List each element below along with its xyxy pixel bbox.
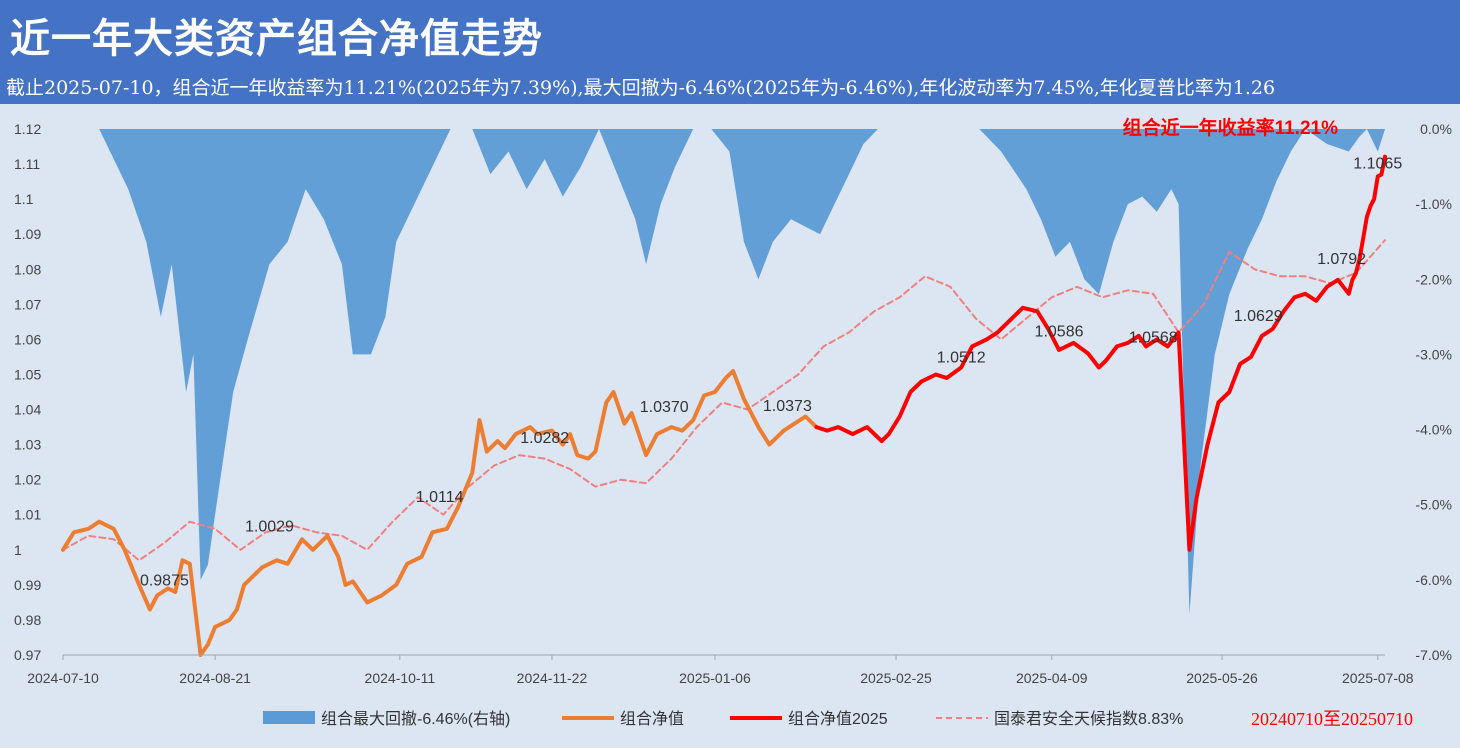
page-title: 近一年大类资产组合净值走势	[10, 16, 543, 62]
data-label: 1.0792	[1317, 251, 1366, 268]
x-tick-label: 2024-07-10	[27, 670, 99, 686]
legend-label: 组合净值	[620, 710, 684, 728]
drawdown-area	[63, 129, 1385, 615]
data-label: 1.0029	[245, 519, 294, 536]
data-label: 1.0370	[640, 399, 689, 416]
axis-layer: 1.12 1.11 1.1 1.09 1.08 1.07 1.06 1.05 1.04 1.03 1…	[14, 121, 1452, 686]
annotation-layer: 0.9875 1.0029 1.0114 1.0282 1.0370 1.0373 1.05…	[140, 116, 1402, 590]
y-left-tick-label: 1.1	[14, 191, 34, 207]
y-left-tick-label: 1.03	[14, 437, 41, 453]
chart-header: 近一年大类资产组合净值走势 截止2025-07-10，组合近一年收益率为11.2…	[0, 0, 1460, 104]
y-left-tick-label: 0.99	[14, 577, 41, 593]
net-value-chart: 1.12 1.11 1.1 1.09 1.08 1.07 1.06 1.05 1.04 1.03 1…	[14, 116, 1452, 729]
x-tick-label: 2025-01-06	[679, 670, 751, 686]
y-left-tick-label: 1.09	[14, 226, 41, 242]
legend-label: 组合最大回撤-6.46%(右轴)	[321, 710, 510, 728]
data-label: 1.1065	[1353, 155, 1402, 172]
legend-label: 国泰君安全天候指数8.83%	[994, 710, 1183, 728]
y-left-tick-label: 1.04	[14, 402, 41, 418]
data-label: 0.9875	[140, 573, 189, 590]
series-line-layer	[61, 154, 1387, 657]
data-label: 1.0373	[763, 398, 812, 415]
date-range-note: 20240710至20250710	[1251, 709, 1413, 729]
x-tick-label: 2024-11-22	[517, 670, 588, 686]
series-line-1	[814, 154, 1387, 552]
legend-swatch	[263, 711, 315, 724]
x-tick-label: 2024-08-21	[179, 670, 251, 686]
x-tick-label: 2025-02-25	[860, 670, 932, 686]
y-left-tick-label: 1.01	[14, 507, 41, 523]
y-left-tick-label: 1	[14, 542, 22, 558]
series-line-2	[62, 239, 1386, 562]
y-right-tick-label: -6.0%	[1415, 572, 1452, 588]
x-tick-label: 2025-07-08	[1342, 670, 1414, 686]
page-subtitle: 截止2025-07-10，组合近一年收益率为11.21%(2025年为7.39%…	[6, 77, 1276, 99]
y-left-tick-label: 1.11	[14, 156, 40, 172]
y-left-tick-label: 1.08	[14, 261, 41, 277]
y-right-tick-label: -2.0%	[1415, 271, 1452, 287]
y-left-tick-label: 0.97	[14, 647, 41, 663]
y-left-tick-label: 1.05	[14, 366, 41, 382]
y-left-tick-label: 1.02	[14, 472, 41, 488]
series-line-0	[61, 369, 819, 657]
y-right-tick-label: 0.0%	[1420, 121, 1452, 137]
x-tick-label: 2025-04-09	[1016, 670, 1088, 686]
legend-label: 组合净值2025	[788, 710, 888, 728]
y-left-tick-label: 1.06	[14, 331, 41, 347]
y-left-tick-label: 1.07	[14, 296, 41, 312]
data-label: 1.0512	[937, 349, 986, 366]
y-right-tick-label: -1.0%	[1415, 196, 1452, 212]
data-label: 1.0114	[416, 489, 464, 506]
x-tick-label: 2025-05-26	[1186, 670, 1258, 686]
y-left-tick-label: 0.98	[14, 612, 41, 628]
return-highlight: 组合近一年收益率11.21%	[1123, 116, 1338, 139]
y-right-tick-label: -5.0%	[1415, 497, 1452, 513]
data-label: 1.0282	[520, 430, 569, 447]
y-left-tick-label: 1.12	[14, 121, 41, 137]
legend: 组合最大回撤-6.46%(右轴) 组合净值 组合净值2025 国泰君安全天候指数8.8…	[263, 709, 1413, 729]
drawdown-area-layer	[63, 129, 1385, 615]
data-label: 1.0586	[1035, 323, 1084, 340]
x-tick-label: 2024-10-11	[365, 670, 436, 686]
y-right-tick-label: -4.0%	[1415, 422, 1452, 438]
data-label: 1.0568	[1129, 330, 1178, 347]
y-right-tick-label: -7.0%	[1415, 647, 1452, 663]
data-label: 1.0629	[1234, 308, 1283, 325]
y-right-tick-label: -3.0%	[1415, 346, 1452, 362]
